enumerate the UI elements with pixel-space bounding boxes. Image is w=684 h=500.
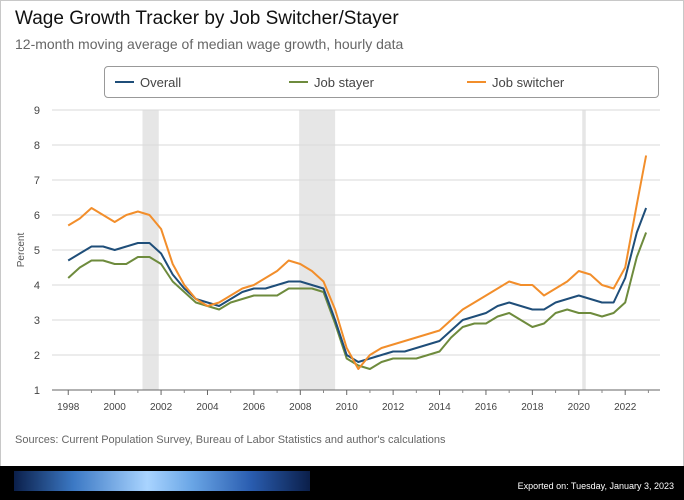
y-tick-label: 4 [34,280,40,292]
legend-item-job-switcher[interactable]: Job switcher [467,67,564,97]
x-tick-label: 2014 [428,402,451,413]
legend-label-job-switcher: Job switcher [492,74,565,90]
x-tick-label: 1998 [57,402,80,413]
x-tick-label: 2008 [289,402,312,413]
export-date: Exported on: Tuesday, January 3, 2023 [517,481,674,491]
x-tick-label: 2012 [382,402,405,413]
footer-banner-image [14,471,310,491]
x-tick-label: 2004 [196,402,219,413]
x-tick-label: 2002 [150,402,173,413]
y-tick-label: 5 [34,245,40,257]
x-tick-label: 2022 [614,402,637,413]
y-tick-label: 3 [34,315,40,327]
legend-swatch-job-stayer [289,81,308,83]
series-line-job-switcher [67,155,648,370]
line-chart: 1 2 3 4 5 6 7 8 9 1998 2000 2002 2004 2006 2008 2010 201… [16,105,660,413]
y-axis-label: Percent [16,233,27,268]
y-tick-label: 7 [34,175,40,187]
y-tick-label: 6 [34,210,40,222]
x-tick-label: 2018 [521,402,544,413]
legend-label-job-stayer: Job stayer [314,74,374,90]
x-tick-label: 2016 [475,402,498,413]
legend-label-overall: Overall [140,74,182,90]
legend-swatch-job-switcher [467,81,486,83]
legend-item-overall[interactable]: Overall [115,67,181,97]
x-tick-label: 2020 [568,402,591,413]
chart-legend: Overall Job stayer Job switcher [104,66,659,98]
chart-subtitle: 12-month moving average of median wage g… [15,36,404,52]
series-line-overall [67,207,648,363]
footer-bar: Exported on: Tuesday, January 3, 2023 [0,466,684,500]
series-line-job-stayer [67,232,648,370]
y-tick-label: 8 [34,140,40,152]
legend-item-job-stayer[interactable]: Job stayer [289,67,374,97]
source-note: Sources: Current Population Survey, Bure… [15,434,446,446]
x-tick-label: 2006 [243,402,266,413]
chart-title: Wage Growth Tracker by Job Switcher/Stay… [15,8,399,29]
y-tick-label: 2 [34,350,40,362]
legend-swatch-overall [115,81,134,83]
x-tick-label: 2010 [336,402,359,413]
y-tick-label: 9 [34,105,40,117]
x-tick-label: 2000 [104,402,127,413]
y-tick-label: 1 [34,385,40,397]
